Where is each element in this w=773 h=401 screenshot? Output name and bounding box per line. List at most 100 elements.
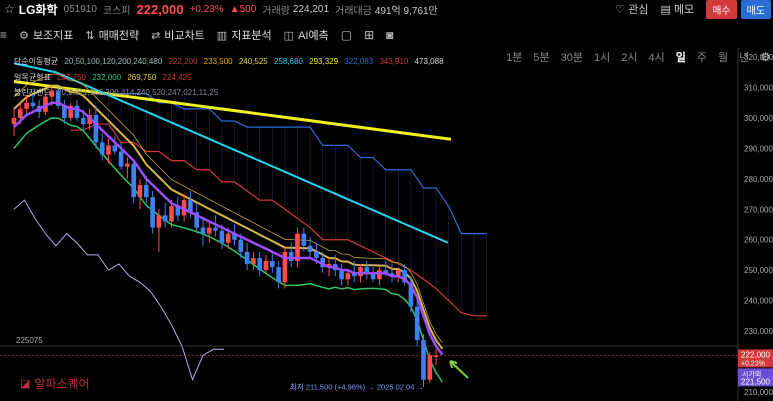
- candle-body: [181, 200, 187, 216]
- menu-icon[interactable]: ≡: [0, 28, 8, 42]
- watch-button[interactable]: 관심: [628, 4, 649, 16]
- candle-body: [62, 105, 67, 118]
- ai-icon: ◫: [283, 29, 295, 42]
- candle-body: [74, 105, 80, 118]
- cloud-bottom-line: [70, 123, 487, 317]
- camera-icon[interactable]: ◙: [386, 28, 394, 42]
- heart-icon[interactable]: ♡: [615, 3, 626, 16]
- ma-num-0: 222,200: [168, 57, 198, 66]
- candle-body: [377, 270, 382, 280]
- stock-price: 222,000: [136, 1, 184, 17]
- candle-body: [49, 90, 55, 97]
- ma-num-5: 322,083: [344, 57, 374, 66]
- indicator-button[interactable]: ⚙ 보조지표: [19, 27, 73, 43]
- gear-icon[interactable]: ⚙: [760, 50, 771, 64]
- candle-body: [421, 340, 426, 380]
- candle-body: [351, 273, 357, 277]
- sell-button[interactable]: 매도: [740, 0, 771, 19]
- ichimoku-label: 일목균형표: [14, 73, 51, 82]
- candle-body: [288, 251, 294, 262]
- candle-body: [11, 117, 17, 125]
- candle-body: [320, 257, 325, 268]
- tf-1min[interactable]: 1분: [506, 52, 523, 64]
- candle-body: [339, 270, 344, 280]
- candle-body: [314, 251, 319, 258]
- candle-body: [30, 102, 36, 106]
- candle-body: [188, 200, 193, 213]
- volume-value: 224,201: [292, 3, 330, 15]
- candle-body: [144, 184, 149, 198]
- analysis-button[interactable]: ▥ 지표분석: [217, 27, 272, 43]
- watermark: ◪ 알파스퀘어: [20, 375, 90, 392]
- candle-body: [345, 273, 351, 280]
- candle-body: [238, 239, 244, 252]
- candle-body: [383, 270, 388, 274]
- volume-label: 거래량: [262, 5, 290, 17]
- tf-month[interactable]: 월: [717, 52, 729, 64]
- current-price-tag-value: 222,000: [741, 350, 770, 359]
- candle-body: [55, 90, 61, 106]
- ma-yellow-line: [13, 79, 452, 141]
- ma-gold-line: [13, 84, 444, 350]
- ma-num-7: 473,088: [414, 57, 444, 66]
- y-tick-label: 300,000: [744, 114, 773, 123]
- y-tick-label: 280,000: [744, 175, 773, 184]
- candle-body: [200, 227, 206, 234]
- cloud-top-line: [70, 90, 487, 235]
- reference-line-label: 225075: [16, 336, 43, 345]
- candle-body: [257, 257, 262, 271]
- candle-body: [408, 282, 414, 307]
- ma-num-3: 258,680: [273, 57, 303, 66]
- candle-body: [150, 197, 155, 228]
- candle-body: [370, 273, 376, 280]
- strategy-label: 매매전략: [98, 30, 140, 42]
- compare-icon: ⇄: [151, 29, 161, 42]
- candle-body: [93, 114, 99, 143]
- tf-5min[interactable]: 5분: [533, 52, 550, 64]
- ichimoku-legend: 일목균형표 237,750 232,000 269,750 224,425: [14, 72, 195, 83]
- y-tick-label: 240,000: [744, 297, 773, 306]
- ma-num-2: 240,525: [238, 57, 268, 66]
- star-icon[interactable]: ☆: [4, 2, 15, 16]
- tf-2h[interactable]: 2시: [621, 52, 638, 64]
- candle-body: [131, 163, 136, 198]
- candle-body: [358, 267, 363, 277]
- strategy-button[interactable]: ⇅ 매매전략: [85, 27, 139, 43]
- layout-icon[interactable]: ⊞: [364, 28, 375, 42]
- candle-body: [364, 267, 370, 274]
- candle-body: [43, 96, 48, 112]
- tf-30min[interactable]: 30분: [560, 52, 583, 64]
- candle-body: [263, 261, 269, 271]
- logo-icon: ◪: [20, 378, 31, 390]
- candle-body: [175, 206, 181, 216]
- candle-body: [156, 215, 162, 228]
- buy-button[interactable]: 매수: [706, 0, 737, 19]
- tf-4h[interactable]: 4시: [648, 52, 665, 64]
- watermark-text: 알파스퀘어: [34, 377, 90, 391]
- bb-values: 20,2,311,500,300,414,240,520,247,021,11,…: [57, 88, 219, 97]
- candle-body: [118, 151, 124, 167]
- open-price-tag-value: 221,500: [741, 377, 770, 386]
- memo-button[interactable]: 메모: [673, 4, 695, 16]
- bb-label: 볼린저밴드: [14, 88, 51, 97]
- indicator-label: 보조지표: [32, 30, 74, 42]
- ma-legend: 단순이동평균 20,50,100,120,200,240,480 222,200…: [14, 56, 448, 67]
- candle-body: [307, 245, 313, 252]
- candle-body: [219, 230, 225, 243]
- ai-button[interactable]: ◫ AI예측: [284, 27, 329, 43]
- tf-year[interactable]: 년: [739, 52, 750, 64]
- compare-button[interactable]: ⇄ 비교차트: [151, 27, 205, 43]
- open-price-tag-label: 시가외: [742, 369, 761, 378]
- candle-body: [427, 355, 433, 380]
- candle-body: [207, 227, 212, 234]
- tf-week[interactable]: 주: [696, 52, 707, 64]
- tf-day[interactable]: 일: [675, 52, 686, 64]
- chart-toolbar: ≡ ⚙ 보조지표 ⇅ 매매전략 ⇄ 비교차트 ▥ 지표분석 ◫ AI예측 ▢ ⊞ ◙ 1분…: [0, 22, 773, 64]
- drawing-icon[interactable]: ▢: [340, 28, 353, 42]
- tf-1h[interactable]: 1시: [593, 52, 611, 64]
- bb-upper-line: [13, 73, 443, 344]
- price-chart[interactable]: 320,000 310,000 300,000 290,000 280,000 270,0…: [0, 48, 773, 401]
- candle-body: [81, 117, 86, 125]
- candle-body: [225, 233, 231, 243]
- memo-icon[interactable]: ▤: [660, 3, 671, 16]
